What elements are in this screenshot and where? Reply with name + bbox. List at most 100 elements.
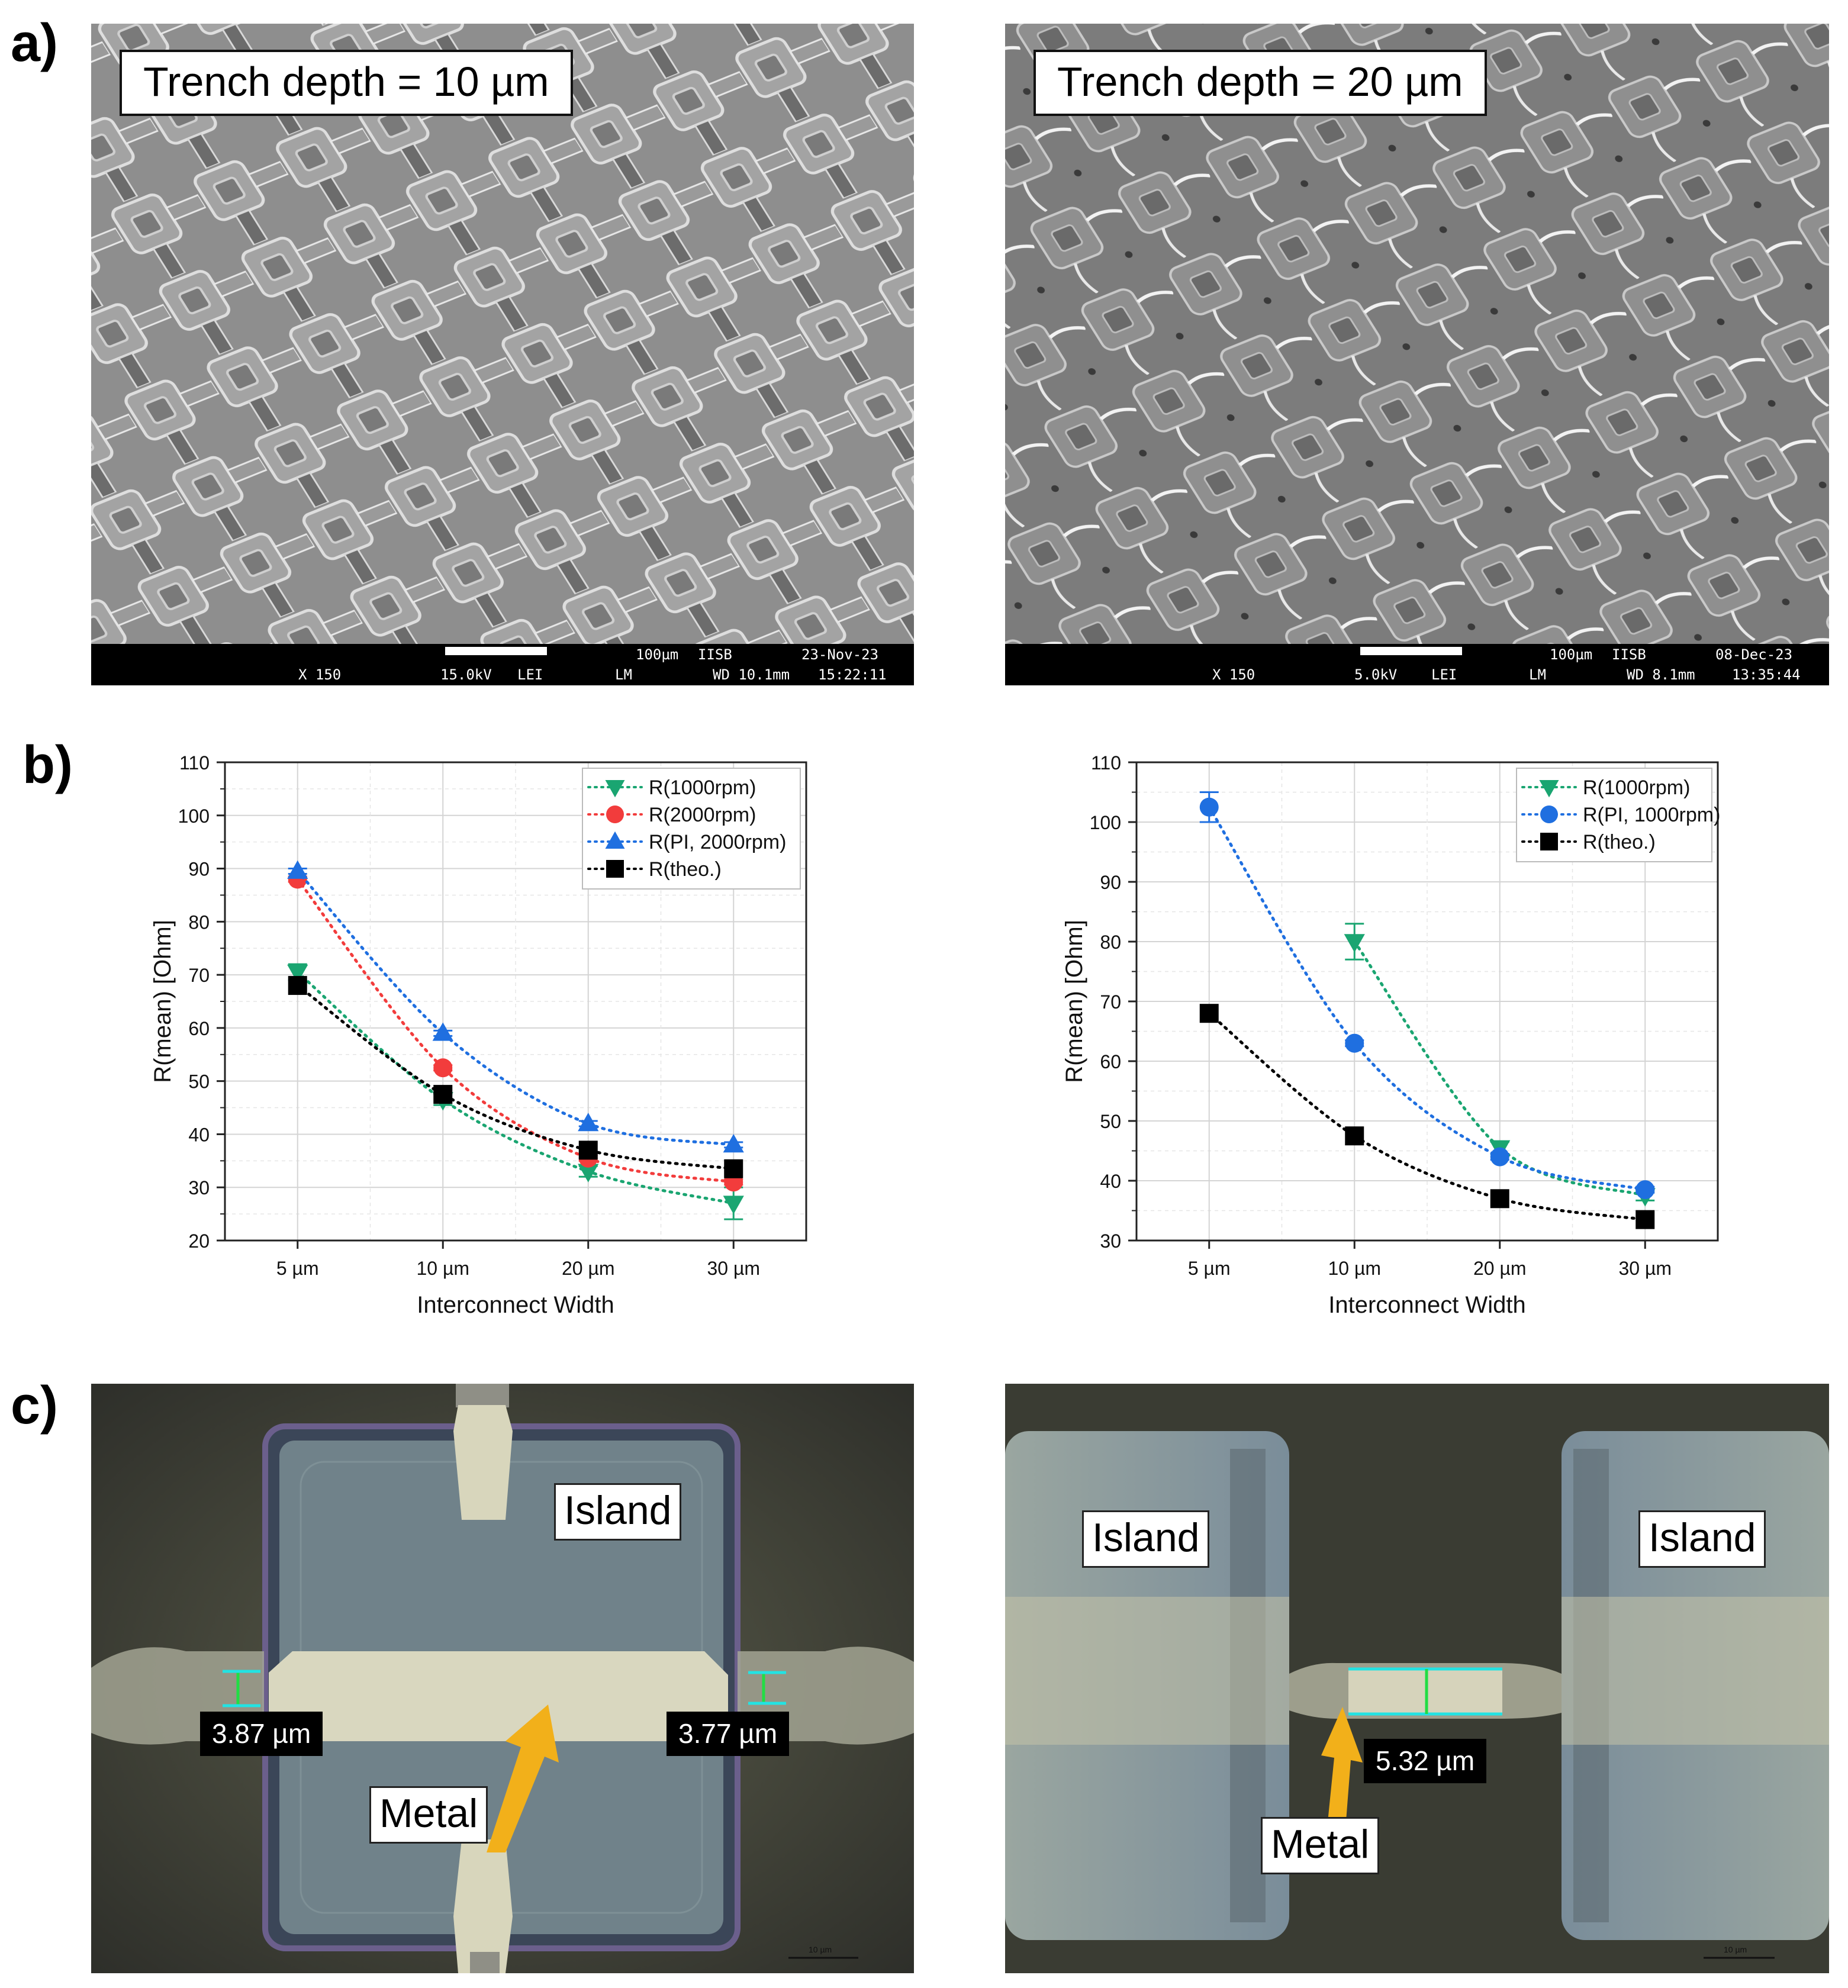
width-label-left: 3.87 µm	[200, 1712, 323, 1756]
data-point	[723, 1134, 744, 1153]
y-tick-label: 60	[1100, 1051, 1121, 1072]
trend-line	[296, 878, 735, 1184]
trend-line	[296, 869, 735, 1146]
sem-image-20um: Trench depth = 20 µm 100µm IISB 08-Dec-2…	[1005, 24, 1829, 685]
data-point	[288, 976, 307, 995]
legend: R(1000rpm) R(PI, 1000rpm) R(theo.)	[1516, 768, 1720, 862]
legend-label: R(PI, 1000rpm)	[1583, 804, 1720, 826]
data-point	[723, 1196, 744, 1214]
series-R(2000rpm)	[288, 869, 743, 1192]
legend-label: R(theo.)	[1583, 831, 1656, 853]
y-tick-label: 20	[188, 1230, 210, 1252]
series-R(PI, 1000rpm)	[1199, 791, 1655, 1200]
island-label: Island	[554, 1483, 682, 1541]
data-point	[1199, 1004, 1219, 1023]
sem-texture	[1005, 24, 1829, 685]
sem-scale-bar	[445, 647, 547, 655]
y-tick-label: 50	[1100, 1111, 1121, 1132]
y-tick-label: 40	[188, 1124, 210, 1145]
x-axis-label: Interconnect Width	[1328, 1292, 1526, 1318]
sem-voltage: 15.0kV	[440, 666, 492, 683]
sem-scale-bar	[1360, 647, 1462, 655]
trend-line	[1208, 1011, 1647, 1222]
sem-texture	[91, 24, 914, 685]
legend-label: R(2000rpm)	[649, 804, 756, 826]
legend-label: R(1000rpm)	[1583, 776, 1690, 799]
y-tick-label: 90	[188, 859, 210, 880]
sem-date: 23-Nov-23	[801, 646, 879, 663]
legend-label: R(1000rpm)	[649, 776, 756, 799]
sem-mode: LEI	[517, 666, 543, 683]
width-label-right: 3.77 µm	[667, 1712, 790, 1756]
data-point	[1344, 934, 1365, 953]
x-tick-label: 30 µm	[1618, 1258, 1672, 1279]
data-point	[724, 1159, 743, 1178]
sem-magnification: X 150	[298, 666, 342, 683]
y-tick-label: 60	[188, 1018, 210, 1039]
legend-marker	[605, 780, 625, 798]
series-R(theo.)	[288, 976, 743, 1178]
legend-marker	[1539, 780, 1559, 798]
trench-depth-caption-10um: Trench depth = 10 µm	[120, 50, 573, 116]
sem-org: IISB	[1612, 646, 1646, 663]
micrograph-left: Island Metal 3.87 µm 3.77 µm 10 µm	[91, 1384, 914, 1973]
x-tick-label: 20 µm	[562, 1258, 615, 1279]
x-tick-label: 10 µm	[416, 1258, 469, 1279]
y-tick-label: 100	[1090, 812, 1121, 833]
legend: R(1000rpm) R(2000rpm) R(PI, 2000rpm) R(theo…	[582, 768, 801, 890]
width-label: 5.32 µm	[1364, 1739, 1487, 1783]
metal-label: Metal	[369, 1786, 488, 1844]
sem-info-bar: 100µm IISB 08-Dec-23 X 150 5.0kV LEI LM …	[1005, 644, 1829, 685]
scalebar-label: 10 µm	[809, 1945, 832, 1954]
series-R(PI, 2000rpm)	[287, 860, 744, 1153]
sem-scale-label: 100µm	[1550, 646, 1593, 663]
sem-time: 15:22:11	[818, 666, 887, 683]
trend-line	[296, 971, 735, 1205]
data-point	[578, 1140, 598, 1160]
resistance-chart-10um: 20 30 40 50 60 70 80 90 100 110 5 µm 10 µm 20 µm 30 µ…	[150, 752, 807, 1318]
data-point	[1635, 1180, 1655, 1200]
sem-working-distance: WD 10.1mm	[713, 666, 790, 683]
y-tick-label: 100	[178, 805, 210, 827]
y-tick-label: 80	[188, 911, 210, 933]
data-point	[1635, 1210, 1655, 1229]
data-point	[1345, 1033, 1364, 1053]
sem-magnification: X 150	[1212, 666, 1255, 683]
y-tick-label: 110	[1091, 752, 1121, 774]
micrograph-right-art	[1005, 1384, 1829, 1973]
data-point	[433, 1085, 453, 1104]
data-point	[1490, 1147, 1509, 1167]
data-point	[1490, 1189, 1509, 1209]
trend-line	[1208, 805, 1647, 1191]
x-tick-label: 30 µm	[707, 1258, 760, 1279]
x-tick-label: 5 µm	[1188, 1258, 1231, 1279]
data-point	[1199, 797, 1219, 817]
y-tick-label: 30	[1100, 1230, 1121, 1252]
data-point	[432, 1022, 453, 1041]
data-point	[287, 964, 308, 984]
sem-detector: LM	[615, 666, 632, 683]
y-axis-label: R(mean) [Ohm]	[1061, 920, 1087, 1083]
sem-date: 08-Dec-23	[1715, 646, 1793, 663]
micrograph-left-art	[91, 1384, 914, 1973]
sem-scale-label: 100µm	[636, 646, 679, 663]
panel-label-c: c)	[11, 1376, 59, 1435]
sem-voltage: 5.0kV	[1354, 666, 1398, 683]
legend-marker	[606, 805, 624, 823]
trench-depth-caption-20um: Trench depth = 20 µm	[1034, 50, 1487, 116]
island-label-right: Island	[1638, 1510, 1766, 1568]
y-tick-label: 90	[1100, 872, 1121, 893]
legend-marker	[606, 860, 624, 878]
data-point	[287, 860, 308, 879]
island-label-left: Island	[1082, 1510, 1210, 1568]
data-point	[1345, 1126, 1364, 1146]
y-tick-label: 70	[1100, 991, 1121, 1013]
legend-marker	[1540, 833, 1558, 850]
x-tick-label: 10 µm	[1328, 1258, 1381, 1279]
sem-time: 13:35:44	[1732, 666, 1801, 683]
micrograph-right: Island Island Metal 5.32 µm 10 µm	[1005, 1384, 1829, 1973]
legend-label: R(PI, 2000rpm)	[649, 831, 786, 853]
series-R(theo.)	[1199, 1004, 1655, 1229]
panel-label-a: a)	[11, 14, 59, 73]
